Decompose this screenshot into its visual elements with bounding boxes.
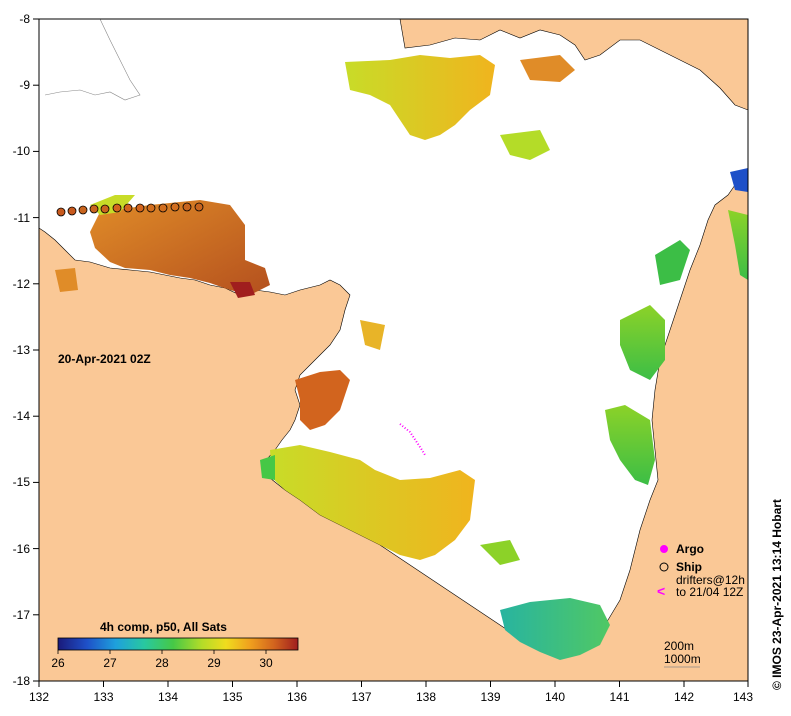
- ship-track: [56, 202, 204, 217]
- y-tick-label: -14: [13, 409, 31, 423]
- x-tick-label: 143: [733, 690, 753, 704]
- legend-contour-200: 200m: [664, 639, 694, 653]
- land-nw-islands: [44, 18, 141, 101]
- credit-label: © IMOS 23-Apr-2021 13:14 Hobart: [770, 499, 784, 690]
- colorbar-ticks: [57, 650, 267, 654]
- y-tick-label: -18: [13, 674, 31, 688]
- x-tick-label: 135: [222, 690, 242, 704]
- x-tick-label: 134: [158, 690, 178, 704]
- argo-marker-icon: [660, 545, 668, 553]
- x-tick-label: 136: [287, 690, 307, 704]
- legend-argo: Argo: [676, 542, 704, 556]
- y-tick-label: -8: [19, 12, 30, 26]
- legend-drifters-1: drifters@12h: [676, 573, 745, 587]
- y-tick-label: -17: [13, 608, 31, 622]
- sst-data: [55, 55, 748, 660]
- x-tick-label: 139: [480, 690, 500, 704]
- y-tick-label: -10: [13, 144, 31, 158]
- y-tick-label: -12: [13, 277, 31, 291]
- drifter-marker-icon: <: [657, 583, 665, 599]
- colorbar-tick-label: 28: [155, 656, 169, 670]
- y-tick-labels: -8 -9 -10 -11 -12 -13 -14 -15 -16 -17 -1…: [13, 12, 31, 688]
- date-label: 20-Apr-2021 02Z: [58, 352, 151, 366]
- x-tick-label: 142: [674, 690, 694, 704]
- legend: Argo Ship drifters@12h < to 21/04 12Z 20…: [657, 542, 745, 668]
- x-tick-label: 133: [93, 690, 113, 704]
- y-tick-label: -13: [13, 343, 31, 357]
- colorbar-tick-label: 27: [103, 656, 117, 670]
- x-tick-label: 138: [416, 690, 436, 704]
- colorbar-tick-label: 26: [51, 656, 65, 670]
- x-tick-label: 132: [29, 690, 49, 704]
- legend-contour-1000: 1000m: [664, 652, 701, 666]
- x-axis: [38, 681, 749, 687]
- y-tick-label: -15: [13, 475, 31, 489]
- x-tick-label: 141: [609, 690, 629, 704]
- colorbar-tick-label: 30: [259, 656, 273, 670]
- ship-marker-icon: [659, 562, 669, 572]
- composite-label: 4h comp, p50, All Sats: [100, 620, 227, 634]
- drifter-track: [399, 423, 426, 456]
- land-new-guinea: [399, 18, 749, 111]
- x-tick-label: 140: [545, 690, 565, 704]
- y-tick-label: -9: [19, 78, 30, 92]
- colorbar-tick-labels: 26 27 28 29 30: [51, 656, 273, 670]
- y-axis: [33, 18, 39, 682]
- legend-ship: Ship: [676, 560, 702, 574]
- colorbar-tick-label: 29: [207, 656, 221, 670]
- y-tick-label: -16: [13, 542, 31, 556]
- x-tick-label: 137: [351, 690, 371, 704]
- y-tick-label: -11: [14, 211, 31, 225]
- x-tick-labels: 132 133 134 135 136 137 138 139 140 141 …: [29, 690, 753, 704]
- legend-drifters-2: to 21/04 12Z: [676, 585, 743, 599]
- colorbar: [57, 637, 299, 651]
